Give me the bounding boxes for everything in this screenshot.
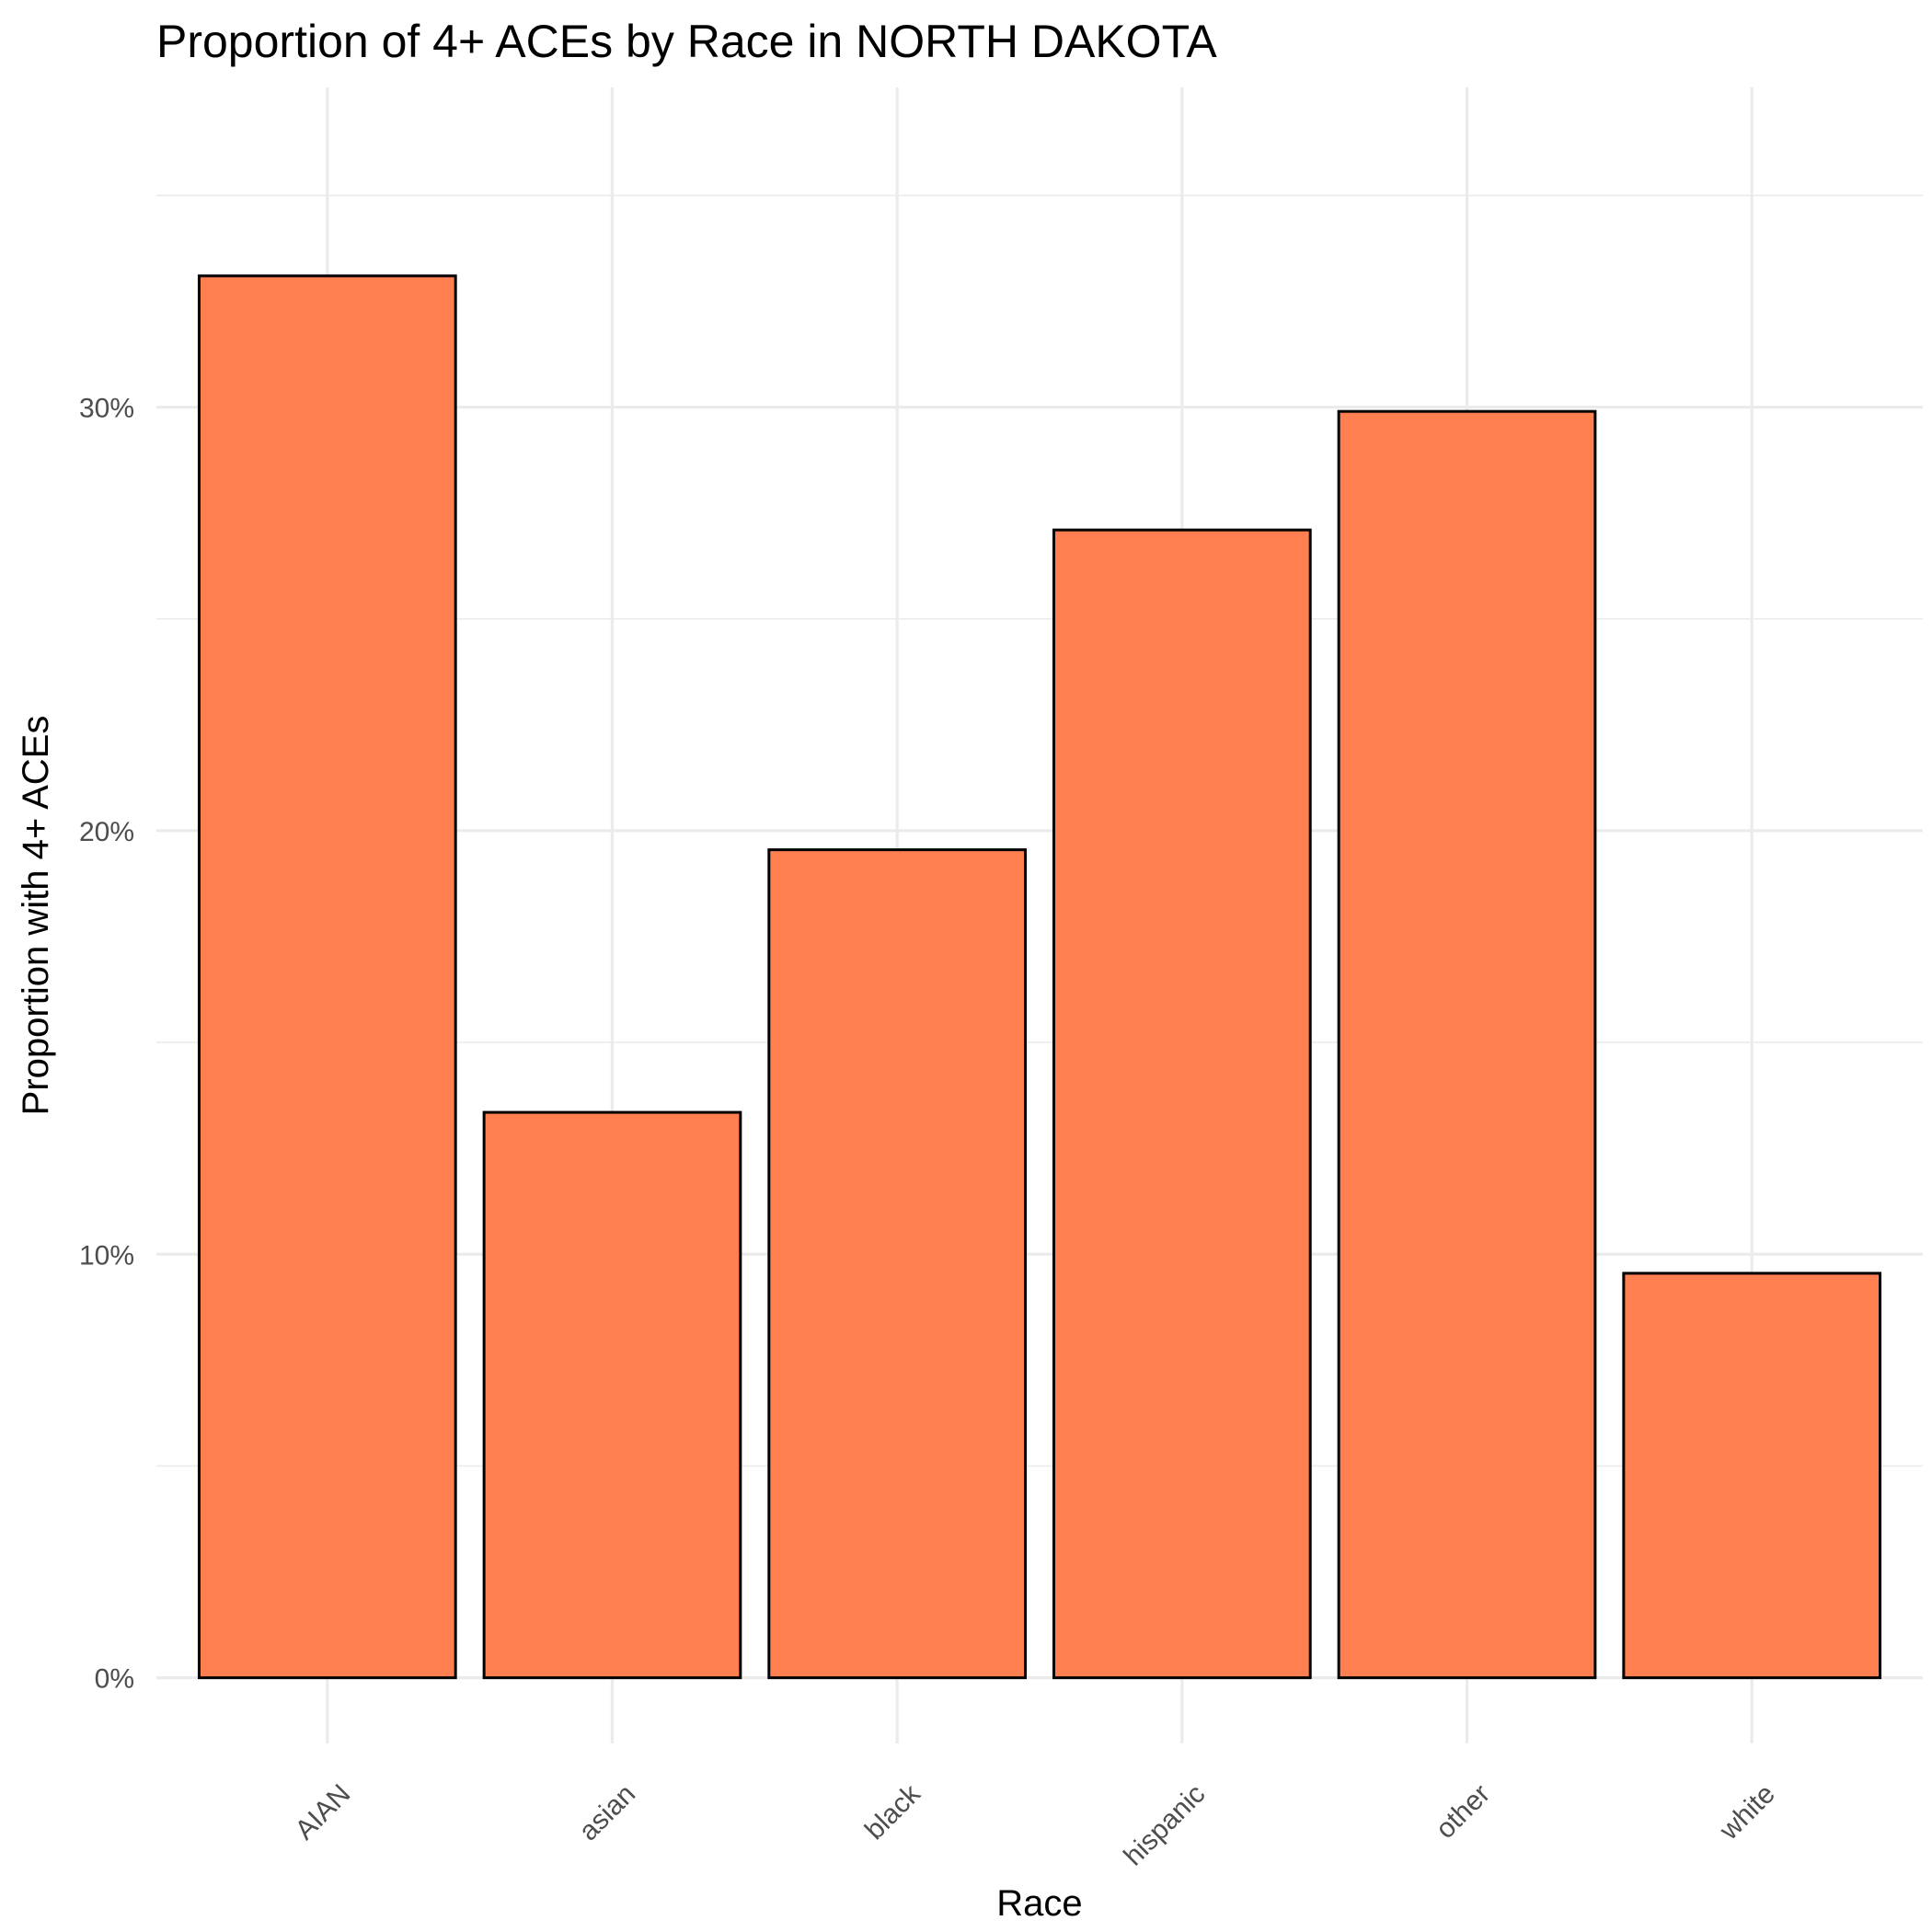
x-tick-label: white xyxy=(1713,1778,1781,1846)
y-axis-title: Proportion with 4+ ACEs xyxy=(16,716,56,1116)
bars xyxy=(197,274,1882,1680)
bar-asian xyxy=(482,1110,742,1680)
y-tick-labels: 0% 10% 20% 30% xyxy=(79,394,134,1695)
bar-aian xyxy=(197,274,457,1680)
chart-title: Proportion of 4+ ACEs by Race in NORTH D… xyxy=(156,16,1217,67)
x-axis-title: Race xyxy=(996,1883,1082,1924)
x-tick-label: asian xyxy=(573,1778,641,1846)
x-tick-labels: AIAN asian black hispanic other white xyxy=(290,1778,1781,1872)
y-tick-label: 20% xyxy=(79,817,134,847)
bar-black xyxy=(767,848,1028,1680)
x-tick-label: hispanic xyxy=(1118,1778,1211,1871)
x-tick-label: other xyxy=(1430,1778,1496,1845)
bar-hispanic xyxy=(1052,528,1312,1680)
y-tick-label: 10% xyxy=(79,1240,134,1271)
bar-white xyxy=(1622,1271,1882,1680)
y-tick-label: 0% xyxy=(95,1664,134,1695)
x-tick-label: black xyxy=(859,1778,927,1846)
x-tick-label: AIAN xyxy=(290,1778,357,1846)
y-tick-label: 30% xyxy=(79,394,134,424)
bar-other xyxy=(1337,409,1597,1680)
